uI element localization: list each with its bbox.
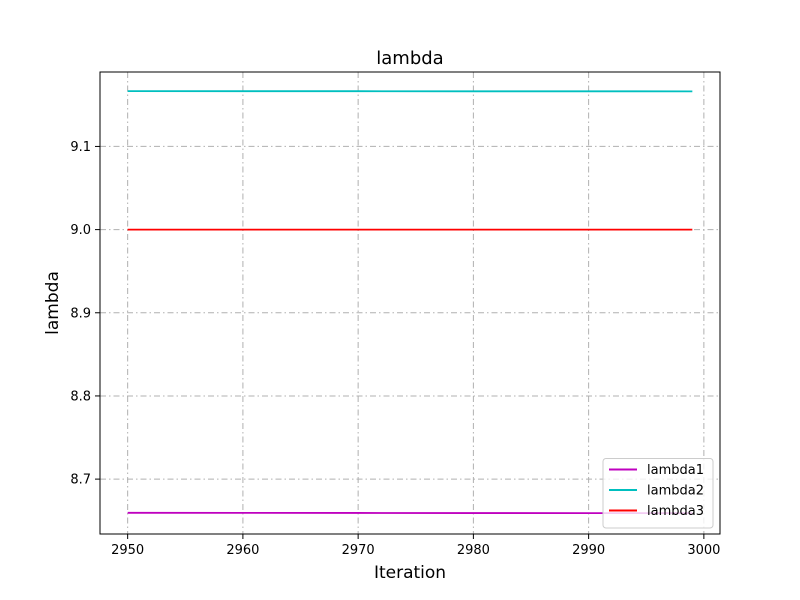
x-tick-label: 2960 — [226, 543, 259, 558]
grid — [100, 72, 720, 534]
y-tick-label: 8.9 — [70, 306, 91, 321]
y-tick-label: 8.8 — [70, 389, 91, 404]
x-tick-label: 2990 — [572, 543, 605, 558]
chart-title: lambda — [376, 48, 443, 69]
legend-label-lambda2: lambda2 — [647, 484, 704, 499]
x-tick-label: 2950 — [111, 543, 144, 558]
y-tick-label: 8.7 — [70, 473, 91, 488]
x-axis-title: Iteration — [374, 563, 446, 583]
y-tick-label: 9.0 — [70, 223, 91, 238]
x-tick-label: 2980 — [457, 543, 490, 558]
x-tick-label: 3000 — [687, 543, 720, 558]
plot-frame — [99, 71, 721, 535]
legend-label-lambda1: lambda1 — [647, 463, 704, 478]
legend-label-lambda3: lambda3 — [647, 504, 704, 519]
legend: lambda1 lambda2 lambda3 — [602, 458, 714, 529]
x-tick-label: 2970 — [342, 543, 375, 558]
axis-ticks: 2950 2960 2970 2980 2990 3000 8.7 8.8 8.9 9.0 9.1 — [70, 140, 720, 558]
y-axis-title: lambda — [43, 271, 63, 335]
y-tick-label: 9.1 — [70, 140, 91, 155]
